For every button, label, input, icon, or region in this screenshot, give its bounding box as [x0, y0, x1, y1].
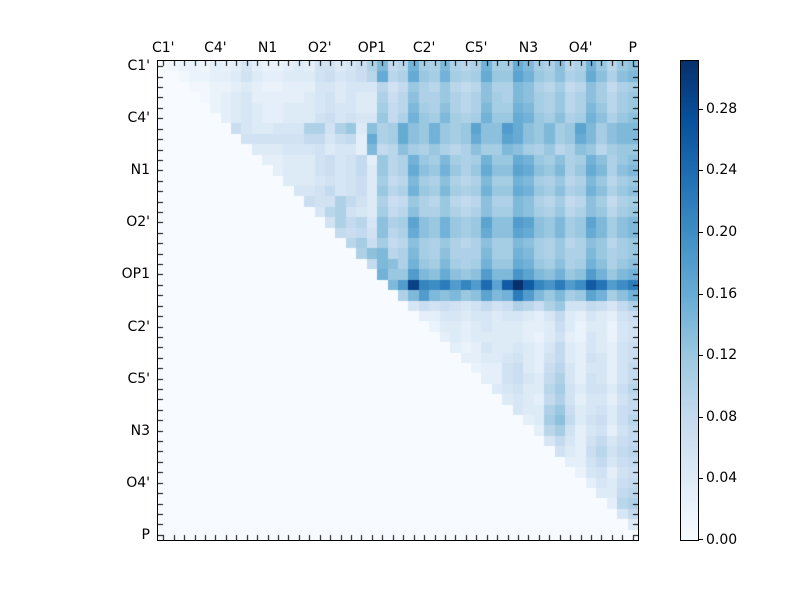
y-tick-label: O2': [126, 214, 150, 231]
colorbar-tick-mark: [699, 232, 703, 233]
colorbar-tick-mark: [699, 478, 703, 479]
x-tick-label: C2': [412, 40, 436, 56]
x-tick-label: OP1: [357, 40, 387, 56]
y-tick-label: C5': [127, 370, 150, 387]
x-tick-label: N3: [518, 40, 539, 56]
x-tick-label: P: [628, 40, 637, 56]
y-tick-label: C1': [127, 58, 150, 75]
x-tick-label: O2': [307, 40, 332, 56]
x-tick-label: C5': [464, 40, 488, 56]
colorbar-tick-label: 0.08: [706, 409, 738, 425]
colorbar-tick-mark: [699, 109, 703, 110]
colorbar: [680, 60, 699, 541]
x-tick-label: C1': [151, 40, 175, 56]
x-tick-label: C4': [204, 40, 227, 56]
colorbar-tick-mark: [699, 417, 703, 418]
x-tick-label: N1: [257, 40, 278, 56]
colorbar-tick-mark: [699, 539, 703, 540]
y-tick-label: N1: [130, 162, 150, 179]
colorbar-tick-label: 0.00: [706, 532, 738, 548]
colorbar-tick-mark: [699, 294, 703, 295]
y-tick-label: C4': [127, 110, 150, 127]
colorbar-tick-label: 0.20: [706, 224, 738, 240]
colorbar-tick-label: 0.16: [706, 286, 738, 302]
heatmap: [158, 61, 638, 540]
y-tick-label: P: [141, 526, 150, 543]
y-tick-label: O4': [126, 474, 150, 491]
y-tick-label: N3: [130, 422, 150, 439]
colorbar-tick-label: 0.24: [706, 162, 738, 178]
colorbar-tick-mark: [699, 170, 703, 171]
x-tick-label: O4': [568, 40, 593, 56]
y-tick-label: OP1: [121, 266, 150, 283]
colorbar-tick-mark: [699, 355, 703, 356]
colorbar-tick-label: 0.12: [706, 347, 738, 363]
colorbar-tick-label: 0.28: [706, 101, 738, 117]
plot-area: [157, 60, 639, 541]
colorbar-tick-label: 0.04: [706, 470, 738, 486]
y-tick-label: C2': [127, 318, 150, 335]
